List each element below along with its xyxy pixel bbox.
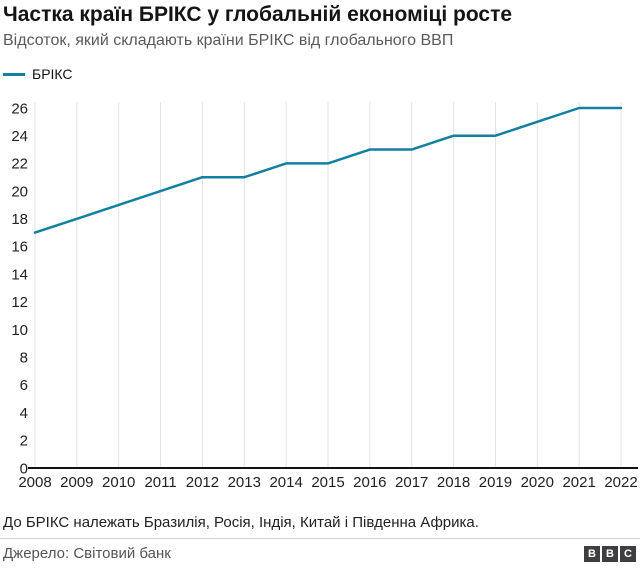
legend: БРІКС (3, 66, 73, 82)
svg-text:2022: 2022 (604, 474, 637, 491)
line-chart: 0 2 4 6 8 10 12 14 16 18 20 22 24 26 2008 2009 2010 2011 2… (0, 98, 640, 510)
svg-text:4: 4 (20, 405, 28, 422)
svg-text:2020: 2020 (521, 474, 554, 491)
bbc-logo-block: B (584, 546, 600, 562)
svg-text:20: 20 (11, 183, 28, 200)
svg-text:2015: 2015 (311, 474, 344, 491)
svg-text:2019: 2019 (479, 474, 512, 491)
svg-text:0: 0 (20, 460, 28, 477)
source-credit: Джерело: Світовий банк (3, 545, 171, 562)
page-title: Частка країн БРІКС у глобальній економіц… (3, 3, 513, 26)
svg-text:2009: 2009 (60, 474, 93, 491)
page-subtitle: Відсоток, який складають країни БРІКС ві… (3, 32, 454, 49)
chart-footnote: До БРІКС належать Бразилія, Росія, Індія… (3, 514, 479, 531)
svg-text:26: 26 (11, 100, 28, 117)
svg-text:18: 18 (11, 211, 28, 228)
svg-text:2012: 2012 (186, 474, 219, 491)
footer-divider (0, 538, 640, 539)
svg-text:16: 16 (11, 239, 28, 256)
svg-text:2014: 2014 (269, 474, 302, 491)
svg-text:2018: 2018 (437, 474, 470, 491)
svg-text:22: 22 (11, 156, 28, 173)
legend-label: БРІКС (32, 66, 73, 82)
bbc-logo: B B C (584, 546, 636, 562)
svg-text:2011: 2011 (144, 474, 176, 491)
svg-text:12: 12 (11, 294, 28, 311)
svg-text:14: 14 (11, 266, 28, 283)
svg-text:6: 6 (20, 377, 28, 394)
svg-text:2016: 2016 (353, 474, 386, 491)
svg-text:8: 8 (20, 349, 28, 366)
bbc-logo-block: B (602, 546, 618, 562)
svg-text:10: 10 (11, 322, 28, 339)
legend-line-swatch (3, 72, 25, 76)
svg-text:24: 24 (11, 128, 28, 145)
svg-text:2021: 2021 (562, 474, 595, 491)
svg-text:2013: 2013 (228, 474, 261, 491)
svg-text:2008: 2008 (18, 474, 51, 491)
svg-text:2017: 2017 (395, 474, 428, 491)
svg-text:2: 2 (20, 433, 28, 450)
bbc-logo-block: C (620, 546, 636, 562)
svg-text:2010: 2010 (102, 474, 135, 491)
